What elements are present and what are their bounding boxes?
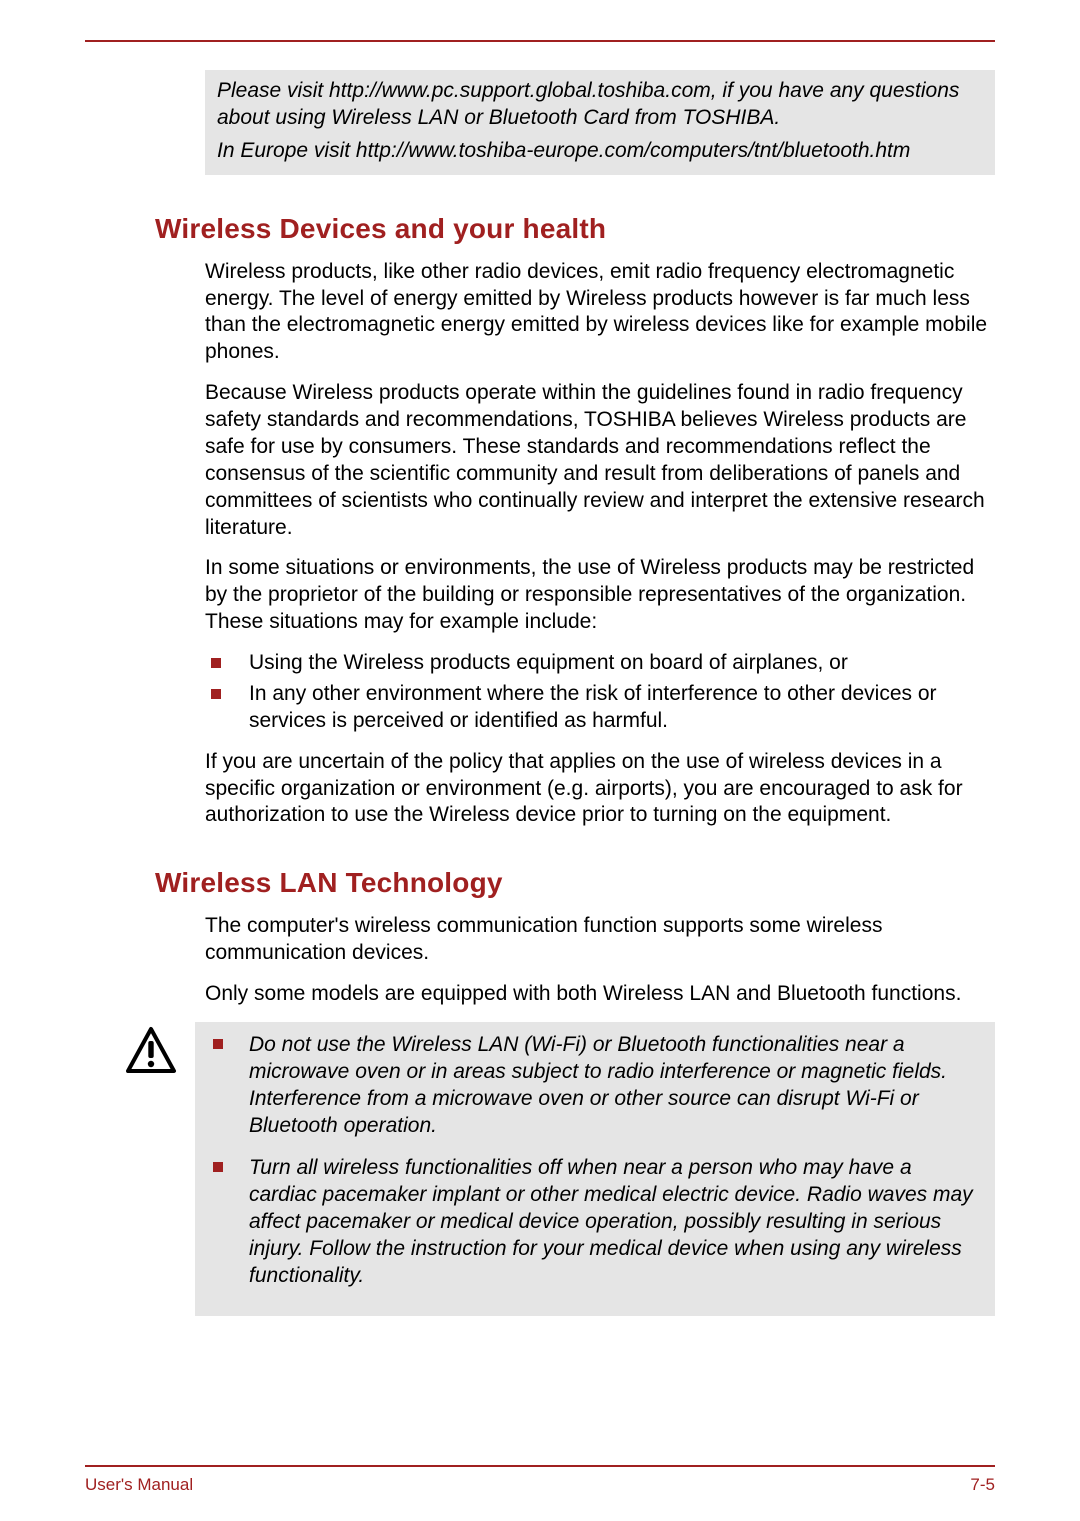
top-horizontal-rule (85, 40, 995, 42)
note-paragraph: Please visit http://www.pc.support.globa… (217, 78, 983, 132)
caution-bullet-list: Do not use the Wireless LAN (Wi-Fi) or B… (209, 1032, 981, 1290)
list-item: In any other environment where the risk … (205, 681, 995, 735)
body-paragraph: The computer's wireless communication fu… (205, 913, 995, 967)
list-item: Using the Wireless products equipment on… (205, 650, 995, 677)
list-item: Turn all wireless functionalities off wh… (209, 1155, 981, 1289)
body-paragraph: Only some models are equipped with both … (205, 981, 995, 1008)
body-paragraph: Wireless products, like other radio devi… (205, 259, 995, 367)
footer-left: User's Manual (85, 1475, 193, 1495)
top-note-box: Please visit http://www.pc.support.globa… (205, 70, 995, 175)
section-heading-wlan-tech: Wireless LAN Technology (155, 867, 995, 899)
caution-block: Do not use the Wireless LAN (Wi-Fi) or B… (125, 1022, 995, 1316)
section-body: Wireless products, like other radio devi… (205, 259, 995, 830)
list-item: Do not use the Wireless LAN (Wi-Fi) or B… (209, 1032, 981, 1140)
caution-content: Do not use the Wireless LAN (Wi-Fi) or B… (195, 1022, 995, 1316)
section-heading-wireless-health: Wireless Devices and your health (155, 213, 995, 245)
footer-right: 7-5 (970, 1475, 995, 1495)
note-paragraph: In Europe visit http://www.toshiba-europ… (217, 138, 983, 165)
caution-icon (125, 1022, 195, 1079)
body-paragraph: Because Wireless products operate within… (205, 380, 995, 541)
bullet-list: Using the Wireless products equipment on… (205, 650, 995, 735)
section-body: The computer's wireless communication fu… (205, 913, 995, 1008)
page-footer: User's Manual 7-5 (85, 1475, 995, 1495)
body-paragraph: If you are uncertain of the policy that … (205, 749, 995, 830)
body-paragraph: In some situations or environments, the … (205, 555, 995, 636)
footer-horizontal-rule (85, 1465, 995, 1467)
